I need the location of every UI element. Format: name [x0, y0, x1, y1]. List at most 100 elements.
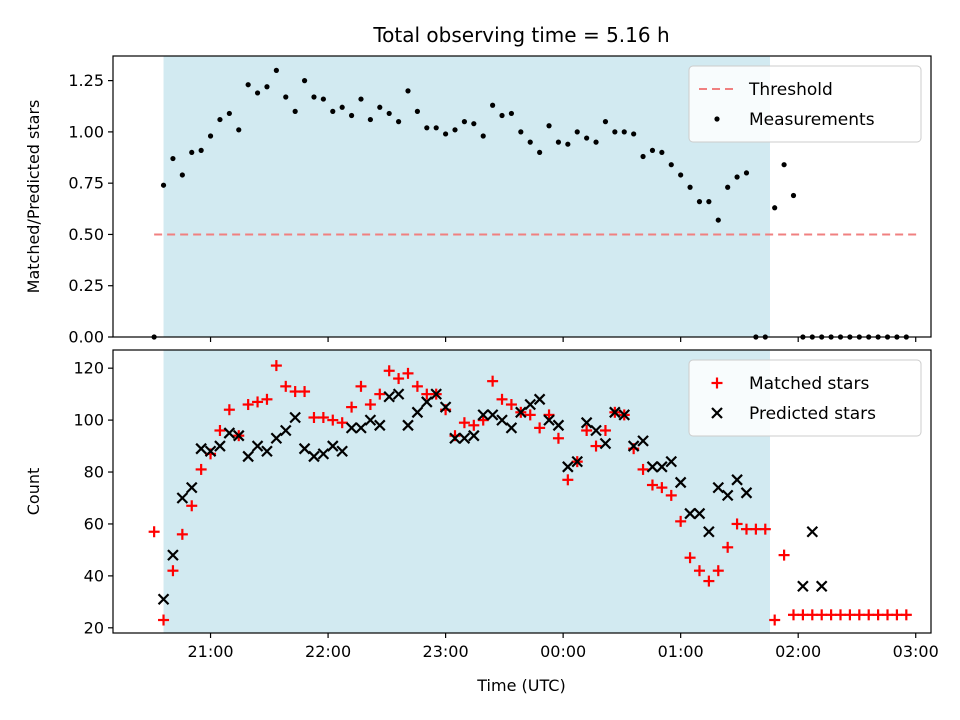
point-count-0-1: [158, 614, 170, 626]
point-ratio-0-1: [160, 182, 167, 188]
point-count-0-73: [835, 609, 847, 621]
y-axis-title-ratio: Matched/Predicted stars: [24, 100, 43, 294]
point-count-1-18: [327, 440, 339, 452]
point-ratio-0-51: [631, 131, 637, 137]
point-ratio-0-48: [602, 119, 609, 125]
point-ratio-0-46: [584, 135, 590, 141]
point-count-0-57: [684, 552, 696, 564]
point-count-1-17: [317, 448, 330, 460]
point-count-0-56: [675, 515, 687, 527]
y-tick-label-count-5: 120: [73, 359, 104, 378]
point-count-0-38: [505, 399, 517, 411]
point-count-1-33: [468, 429, 480, 442]
point-count-0-5: [195, 463, 207, 475]
point-ratio-0-57: [687, 184, 693, 190]
point-count-0-10: [242, 399, 254, 411]
point-ratio-0-63: [743, 170, 750, 176]
point-count-1-35: [486, 409, 499, 421]
point-ratio-0-23: [367, 116, 373, 123]
point-ratio-0-29: [424, 125, 430, 131]
point-ratio-0-66: [772, 205, 778, 211]
point-count-0-46: [581, 424, 593, 436]
point-ratio-0-12: [264, 84, 270, 90]
point-ratio-0-68: [790, 192, 797, 199]
point-count-0-7: [214, 424, 226, 436]
point-ratio-0-39: [518, 129, 524, 135]
point-count-0-70: [806, 609, 818, 621]
point-count-0-64: [750, 523, 762, 535]
point-ratio-0-59: [706, 199, 712, 205]
legend-swatch-count-1: [711, 407, 723, 419]
point-ratio-0-41: [537, 149, 543, 156]
point-ratio-0-28: [414, 108, 420, 114]
point-ratio-0-24: [377, 104, 383, 110]
point-count-1-61: [731, 474, 743, 486]
point-count-0-53: [646, 479, 658, 491]
point-count-1-64: [806, 525, 819, 538]
legend-label-count-0: Matched stars: [749, 374, 869, 394]
point-count-0-80: [900, 609, 912, 621]
point-count-0-36: [487, 375, 499, 387]
point-count-0-48: [599, 424, 611, 436]
point-ratio-0-43: [555, 139, 562, 145]
y-axis-title-count: Count: [24, 468, 43, 516]
point-ratio-0-22: [358, 96, 364, 102]
x-tick-label-2: 23:00: [423, 642, 469, 661]
point-count-0-69: [797, 609, 809, 621]
point-ratio-0-19: [330, 108, 336, 114]
legend-ratio: Threshold Measurements: [688, 65, 922, 143]
point-ratio-0-47: [593, 139, 599, 145]
point-ratio-0-17: [311, 94, 317, 100]
point-ratio-0-54: [659, 149, 665, 156]
point-count-0-2: [167, 565, 179, 577]
point-count-1-45: [580, 416, 593, 429]
point-ratio-0-16: [301, 78, 308, 84]
point-ratio-0-67: [781, 162, 787, 168]
x-tick-label-4: 01:00: [658, 642, 704, 661]
point-count-0-27: [402, 367, 414, 379]
point-count-1-2: [176, 492, 189, 504]
point-count-1-39: [524, 398, 537, 411]
point-ratio-0-14: [283, 94, 289, 100]
point-count-1-53: [656, 461, 668, 473]
point-count-1-62: [740, 487, 753, 499]
y-tick-label-ratio-4: 1.00: [68, 122, 104, 141]
point-count-0-79: [891, 609, 903, 621]
point-ratio-0-38: [508, 110, 515, 117]
point-count-0-67: [778, 549, 790, 561]
point-count-0-76: [863, 609, 875, 621]
point-count-1-28: [421, 396, 433, 408]
legend-count: Matched stars Predicted stars: [688, 359, 922, 437]
point-ratio-0-50: [621, 129, 627, 135]
point-ratio-0-31: [443, 131, 449, 137]
x-axis-title: Time (UTC): [476, 676, 565, 695]
point-count-0-47: [590, 440, 602, 452]
point-count-0-18: [317, 412, 329, 424]
point-count-1-30: [439, 401, 452, 413]
point-count-1-8: [232, 429, 245, 442]
point-count-1-7: [223, 427, 236, 439]
point-count-0-52: [637, 463, 649, 475]
point-ratio-0-2: [170, 155, 176, 162]
point-count-1-40: [533, 393, 546, 406]
point-ratio-0-25: [386, 110, 392, 117]
point-count-0-65: [759, 523, 771, 535]
point-ratio-0-3: [179, 172, 185, 178]
point-count-1-27: [411, 406, 424, 419]
point-ratio-0-4: [189, 149, 195, 156]
point-count-0-19: [327, 414, 339, 426]
x-tick-label-1: 22:00: [305, 642, 351, 661]
point-count-1-58: [703, 525, 715, 538]
y-tick-label-count-0: 20: [84, 618, 104, 637]
point-count-1-43: [562, 461, 574, 473]
point-count-1-22: [364, 414, 377, 426]
point-ratio-0-44: [565, 141, 571, 147]
point-count-0-11: [252, 396, 264, 408]
point-ratio-0-20: [339, 104, 345, 110]
point-ratio-0-27: [405, 88, 411, 94]
point-ratio-0-13: [273, 67, 279, 73]
point-count-1-20: [345, 422, 358, 434]
point-count-1-19: [336, 445, 348, 458]
point-count-1-44: [571, 455, 584, 468]
point-count-0-20: [336, 417, 348, 429]
